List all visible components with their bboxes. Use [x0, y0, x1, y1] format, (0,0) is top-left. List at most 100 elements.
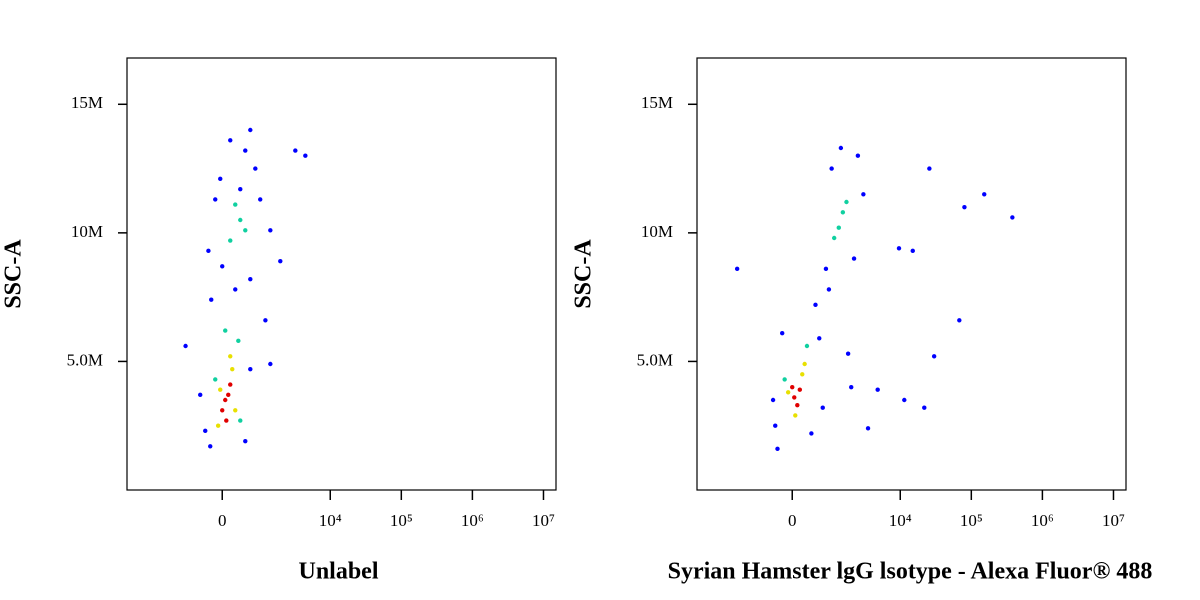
event-dot	[875, 387, 880, 392]
y-tick-label: 15M	[641, 93, 673, 112]
x-tick-label: 10⁷	[1102, 511, 1125, 530]
event-dot	[220, 408, 225, 413]
event-dot	[223, 328, 228, 333]
event-dot	[209, 297, 214, 302]
event-dot	[790, 384, 795, 390]
x-tick-label: 0	[218, 511, 227, 530]
event-dot	[268, 228, 273, 233]
event-dot	[206, 248, 211, 254]
event-dot	[840, 210, 846, 215]
event-dot	[248, 127, 253, 133]
event-dot	[215, 423, 221, 428]
event-dot	[213, 377, 218, 382]
event-dot	[243, 148, 248, 153]
event-dot	[218, 387, 223, 392]
event-dot	[278, 258, 283, 264]
x-tick-label: 10⁶	[461, 511, 484, 530]
y-tick-label: 5.0M	[637, 350, 673, 369]
event-dot	[849, 384, 854, 390]
event-dot	[782, 377, 787, 382]
event-dot	[228, 238, 233, 243]
event-dot	[851, 256, 857, 261]
event-dot	[844, 199, 849, 205]
event-dot	[817, 336, 822, 341]
x-tick-label: 0	[788, 511, 797, 530]
event-dot	[293, 148, 298, 153]
y-tick-label: 5.0M	[67, 350, 103, 369]
event-dot	[800, 372, 805, 377]
event-dot	[838, 145, 844, 151]
event-dot	[183, 343, 188, 349]
x-tick-label: 10⁴	[889, 511, 912, 530]
event-dot	[220, 264, 225, 269]
event-dot	[809, 431, 814, 436]
event-dot	[213, 197, 218, 202]
event-dot	[243, 438, 248, 444]
event-dot	[238, 217, 243, 223]
event-dot	[931, 354, 937, 359]
event-dot	[228, 354, 233, 359]
event-dot	[902, 397, 907, 403]
event-dot	[820, 405, 825, 410]
event-dot	[223, 397, 228, 403]
plot-frame	[126, 57, 557, 491]
event-dot	[1010, 215, 1015, 220]
event-dot	[795, 402, 800, 408]
event-dot	[831, 235, 837, 241]
event-dot	[773, 423, 778, 428]
event-dot	[957, 318, 962, 323]
event-dot	[792, 395, 797, 400]
event-dot	[861, 192, 866, 197]
event-dot	[226, 392, 231, 398]
x-axis-label: Syrian Hamster lgG lsotype - Alexa Fluor…	[668, 559, 1153, 585]
event-dot	[910, 248, 915, 254]
y-axis-label: SSC-A	[1, 239, 27, 309]
y-tick-label: 10M	[641, 222, 673, 241]
event-dot	[224, 418, 229, 423]
event-dot	[922, 405, 927, 410]
event-dot	[770, 397, 776, 403]
event-dot	[855, 153, 861, 158]
y-axis-label: SSC-A	[571, 239, 597, 309]
x-tick-label: 10⁶	[1031, 511, 1054, 530]
x-tick-label: 10⁵	[960, 511, 983, 530]
event-dot	[198, 392, 203, 398]
plot-frame	[696, 57, 1127, 491]
event-dot	[734, 266, 740, 272]
x-axis-label: Unlabel	[298, 559, 378, 585]
event-dot	[258, 197, 263, 202]
event-dot	[263, 318, 268, 323]
event-dot	[813, 302, 818, 308]
event-dot	[927, 166, 932, 171]
event-dot	[845, 351, 851, 356]
event-dot	[780, 330, 785, 336]
x-tick-label: 10⁷	[532, 511, 555, 530]
event-dot	[233, 408, 238, 413]
event-dot	[243, 228, 248, 233]
event-dot	[823, 266, 829, 272]
event-dot	[802, 361, 807, 367]
y-tick-label: 10M	[71, 222, 103, 241]
event-dot	[793, 413, 798, 418]
event-dot	[248, 276, 253, 282]
event-dot	[238, 418, 243, 423]
event-dot	[236, 338, 241, 344]
event-dot	[797, 387, 803, 392]
event-dot	[962, 204, 967, 210]
x-tick-label: 10⁴	[319, 511, 342, 530]
event-dot	[238, 186, 243, 192]
event-dot	[829, 166, 834, 171]
y-tick-label: 15M	[71, 93, 103, 112]
event-dot	[233, 202, 238, 207]
event-dot	[785, 390, 791, 395]
event-dot	[228, 138, 233, 143]
event-dot	[208, 444, 213, 449]
event-dot	[826, 287, 832, 292]
event-dot	[228, 382, 233, 387]
event-dot	[896, 246, 902, 251]
event-dot	[268, 361, 273, 367]
event-dot	[804, 343, 810, 349]
event-dot	[203, 428, 208, 434]
event-dot	[775, 446, 780, 452]
